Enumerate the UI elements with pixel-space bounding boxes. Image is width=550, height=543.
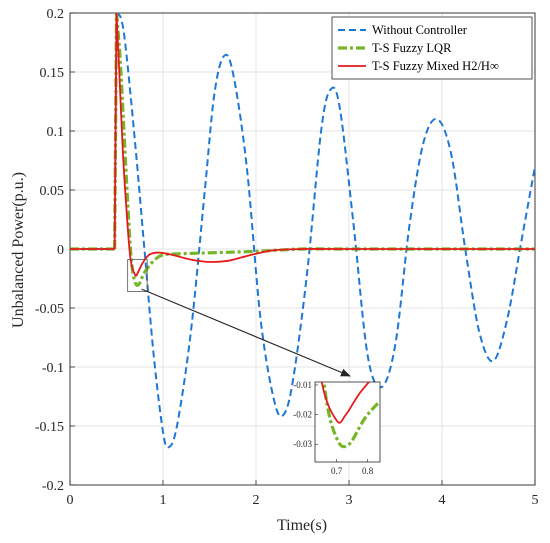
x-tick-label: 5 [532,493,539,508]
y-tick-label: 0.05 [40,184,65,199]
inset-series-line-2 [269,0,275,355]
series-line-2 [115,12,535,277]
legend-label-2: T-S Fuzzy Mixed H2/H∞ [372,59,499,73]
x-tick-label: 1 [160,493,167,508]
inset-y-tick-label: -0.01 [293,380,312,390]
inset-x-tick-label: 0.8 [362,466,374,476]
x-tick-label: 4 [439,493,446,508]
legend: Without Controller T-S Fuzzy LQR T-S Fuzzy… [331,16,533,80]
inset-y-tick-label: -0.03 [293,439,312,449]
inset-y-tick-label: -0.02 [293,410,312,420]
inset-series-line-1 [269,0,275,355]
y-tick-label: 0.15 [40,66,65,81]
arrow-line [141,288,351,377]
zoom-inset: -0.01 -0.02 -0.03 0.7 0.8 [269,0,381,476]
y-axis-label: Unbalanced Power(p.u.) [10,172,27,328]
series-line-0 [115,12,536,449]
y-tick-label: -0.05 [35,302,64,317]
x-axis-label: Time(s) [277,517,327,534]
y-tick-label: 0.2 [47,7,65,22]
zoom-region-box [127,259,148,292]
zoom-region-rect [127,259,148,292]
legend-label-1: T-S Fuzzy LQR [372,41,452,55]
y-tick-label: 0.1 [47,125,65,140]
inset-x-tick-label: 0.7 [331,466,343,476]
y-tick-label: 0 [57,243,64,258]
tick-labels: 0 1 2 3 4 5 -0.2 -0.15 -0.1 -0.05 0 0.05 0.1 0.15 0.2 [35,7,539,508]
series-layer [70,12,536,449]
x-tick-label: 3 [346,493,353,508]
zoom-arrow [141,288,351,377]
y-tick-label: -0.1 [42,361,64,376]
x-tick-label: 0 [67,493,74,508]
x-tick-label: 2 [253,493,260,508]
y-tick-label: -0.2 [42,479,64,494]
legend-box [331,16,533,80]
series-line-2 [113,12,118,250]
y-tick-label: -0.15 [35,420,64,435]
legend-label-0: Without Controller [372,23,468,37]
